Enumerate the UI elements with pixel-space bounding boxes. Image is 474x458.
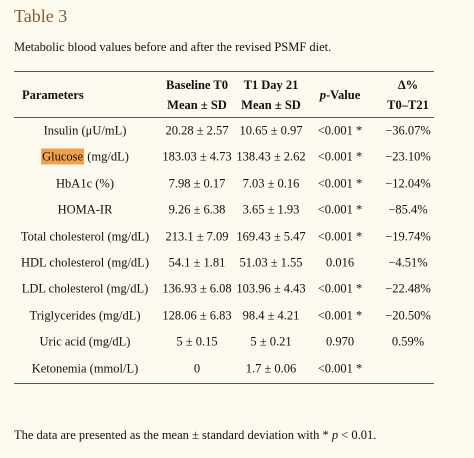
table-cell: 7.98 ± 0.17: [168, 176, 226, 191]
table-cell: 128.06 ± 6.83: [162, 308, 232, 323]
column-header: Mean ± SD: [241, 98, 301, 112]
column-header-italic: p: [319, 88, 326, 102]
table-title: Table 3: [14, 6, 68, 26]
table-cell: −19.74%: [385, 229, 431, 244]
table-cell: −23.10%: [385, 149, 431, 164]
table-cell: <0.001 *: [317, 202, 363, 217]
column-header: Baseline T0: [166, 78, 228, 92]
table-cell: 103.96 ± 4.43: [236, 281, 306, 296]
table-cell: 98.4 ± 4.21: [242, 308, 300, 323]
table-cell: 0.970: [325, 334, 355, 349]
table-cell: HbA1c (%): [56, 176, 114, 191]
table-cell: LDL cholesterol (mg/dL): [21, 281, 149, 296]
table-cell: 213.1 ± 7.09: [165, 229, 229, 244]
column-header: Δ%: [397, 78, 419, 92]
table-cell: 54.1 ± 1.81: [168, 255, 226, 270]
table-cell: Uric acid (mg/dL): [39, 334, 131, 349]
table-cell: <0.001 *: [317, 361, 363, 376]
table-cell: Insulin (μU/mL): [43, 123, 127, 138]
table-cell: −20.50%: [385, 308, 431, 323]
table-cell: Triglycerides (mg/dL): [29, 308, 141, 323]
table-cell: 0.016: [325, 255, 355, 270]
caption: Metabolic blood values before and after …: [14, 40, 332, 54]
table-cell: <0.001 *: [317, 123, 363, 138]
table-cell: Glucose (mg/dL): [41, 148, 129, 165]
table-cell: −22.48%: [385, 281, 431, 296]
table-cell: 0.59%: [391, 334, 425, 349]
table-cell: 136.93 ± 6.08: [162, 281, 232, 296]
column-header: p-Value: [320, 88, 361, 103]
table-cell: <0.001 *: [317, 281, 363, 296]
highlighted-text: Glucose: [41, 148, 85, 165]
table-cell: −4.51%: [388, 255, 428, 270]
column-header: Parameters: [22, 88, 84, 102]
top-rule: [14, 71, 434, 72]
table-cell: 138.43 ± 2.62: [236, 149, 306, 164]
table-cell: 5 ± 0.21: [250, 334, 292, 349]
table-cell: HOMA-IR: [57, 202, 113, 217]
header-rule: [14, 117, 434, 118]
table-cell: Ketonemia (mmol/L): [31, 361, 139, 376]
table-cell: 10.65 ± 0.97: [239, 123, 303, 138]
table-cell: Total cholesterol (mg/dL): [20, 229, 150, 244]
table-cell: <0.001 *: [317, 149, 363, 164]
table-cell: 1.7 ± 0.06: [245, 361, 297, 376]
footnote: The data are presented as the mean ± sta…: [14, 428, 376, 443]
table-cell: −36.07%: [385, 123, 431, 138]
table-cell: 3.65 ± 1.93: [242, 202, 300, 217]
column-header: T0–T21: [387, 98, 429, 112]
footnote-italic: p: [331, 428, 339, 442]
column-header-text: -Value: [325, 88, 361, 102]
table-cell: −85.4%: [388, 202, 428, 217]
bottom-rule: [14, 383, 434, 384]
table-cell: 9.26 ± 6.38: [168, 202, 226, 217]
table-cell: 0: [193, 361, 201, 376]
table-cell: 183.03 ± 4.73: [162, 149, 232, 164]
table-cell: 20.28 ± 2.57: [165, 123, 229, 138]
footnote-text: < 0.01.: [338, 428, 377, 442]
table-cell: 51.03 ± 1.55: [239, 255, 303, 270]
table-cell: <0.001 *: [317, 308, 363, 323]
column-header: Mean ± SD: [167, 98, 227, 112]
table-cell: <0.001 *: [317, 176, 363, 191]
table-cell: HDL cholesterol (mg/dL): [21, 255, 149, 270]
table-cell: 5 ± 0.15: [176, 334, 218, 349]
table-cell: <0.001 *: [317, 229, 363, 244]
table-cell: 7.03 ± 0.16: [242, 176, 300, 191]
column-header: T1 Day 21: [243, 78, 299, 92]
table-cell: −12.04%: [385, 176, 431, 191]
footnote-text: The data are presented as the mean ± sta…: [14, 428, 332, 442]
table-cell: 169.43 ± 5.47: [236, 229, 306, 244]
cell-text: (mg/dL): [84, 149, 129, 164]
